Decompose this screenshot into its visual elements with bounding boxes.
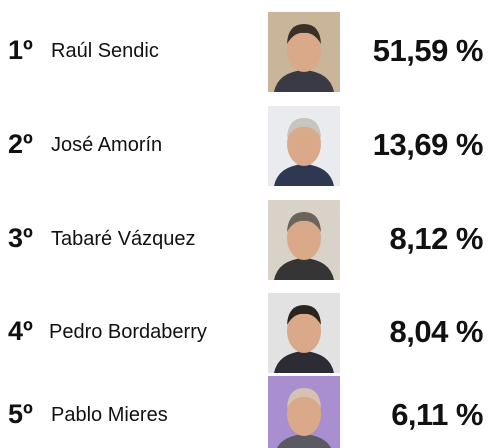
percentage: 8,04 %: [389, 314, 483, 349]
rank: 2º: [8, 129, 33, 159]
rank: 4º: [8, 316, 33, 346]
candidate-name: Pedro Bordaberry: [49, 321, 207, 343]
candidate-photo: [268, 106, 340, 186]
photo-image: [268, 376, 340, 448]
photo-image: [268, 293, 340, 373]
percentage: 8,12 %: [389, 221, 483, 256]
candidate-name: José Amorín: [51, 134, 163, 156]
percentage: 51,59 %: [372, 33, 484, 68]
candidate-photo: [268, 293, 340, 373]
rank: 5º: [8, 399, 33, 429]
photo-image: [268, 12, 340, 92]
candidate-photo: [268, 12, 340, 92]
candidate-name: Tabaré Vázquez: [51, 228, 196, 250]
percentage: 13,69 %: [372, 127, 484, 162]
percentage: 6,11 %: [391, 397, 483, 432]
candidate-photo: [268, 376, 340, 448]
rank: 3º: [8, 223, 33, 253]
photo-image: [268, 200, 340, 280]
candidate-name: Raúl Sendic: [51, 40, 159, 62]
photo-image: [268, 106, 340, 186]
rank: 1º: [8, 35, 33, 65]
candidate-name: Pablo Mieres: [51, 404, 168, 426]
candidate-photo: [268, 200, 340, 280]
